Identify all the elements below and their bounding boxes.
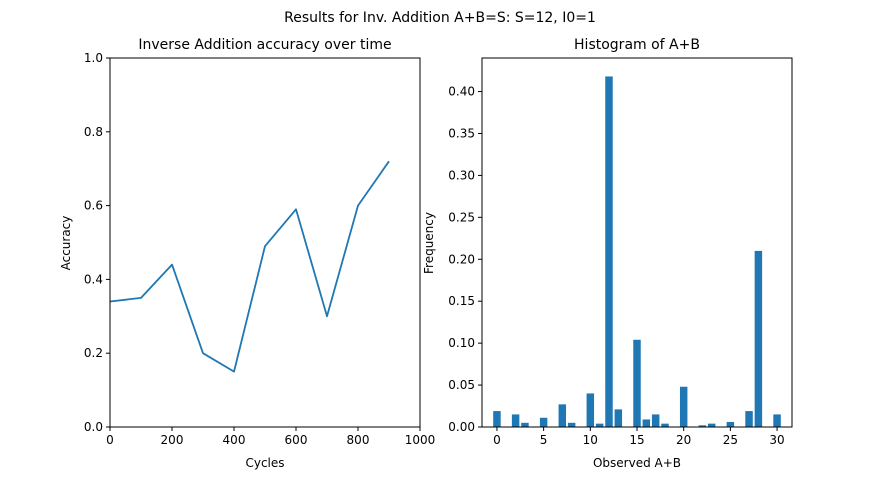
histogram-xtick-label: 5 [540, 433, 548, 447]
histogram-xtick-label: 30 [769, 433, 784, 447]
line-chart-xtick-label: 0 [106, 433, 114, 447]
histogram-xtick-label: 10 [583, 433, 598, 447]
histogram-bar [521, 422, 529, 427]
histogram-bar [726, 421, 735, 427]
line-chart-ylabel: Accuracy [59, 216, 73, 271]
histogram-ytick-label: 0.30 [448, 168, 475, 182]
line-chart-ytick-label: 0.2 [84, 346, 103, 360]
line-chart-axes-frame [109, 57, 421, 428]
line-chart-ytick-label: 0.4 [84, 272, 103, 286]
histogram-bar [633, 339, 641, 427]
histogram-ytick-label: 0.00 [448, 420, 475, 434]
histogram-ytick-label: 0.05 [448, 378, 475, 392]
histogram-bar [773, 414, 781, 427]
histogram-ytick-label: 0.15 [448, 294, 475, 308]
histogram-bar [586, 393, 595, 427]
histogram-axes-frame [481, 57, 793, 428]
histogram-bar [493, 411, 501, 427]
histogram-bar [698, 425, 707, 427]
line-chart-ytick-label: 1.0 [84, 51, 103, 65]
histogram-bar [754, 250, 763, 427]
histogram-ytick-label: 0.20 [448, 252, 475, 266]
histogram-ytick-label: 0.10 [448, 336, 475, 350]
histogram-xtick-label: 25 [723, 433, 738, 447]
line-chart-plot-area: 0 200 400 600 800 1000 0.0 0.2 0.4 0.6 0.8 1.0 [84, 51, 435, 447]
histogram-title: Histogram of A+B [574, 37, 700, 53]
histogram-bar-chart: Histogram of A+B 0 5 10 15 20 25 30 0.00 0.05 0.1… [422, 37, 793, 470]
histogram-ytick-label: 0.40 [448, 85, 475, 99]
histogram-xtick-label: 15 [629, 433, 644, 447]
histogram-bar [605, 76, 613, 427]
line-chart-ytick-label: 0.0 [84, 420, 103, 434]
histogram-bar [651, 414, 660, 427]
histogram-bar [511, 414, 520, 427]
histogram-ytick-label: 0.25 [448, 210, 475, 224]
line-chart-ytick-label: 0.8 [84, 125, 103, 139]
histogram-bar [558, 404, 567, 427]
histogram-bar [661, 423, 669, 427]
line-chart-xtick-label: 200 [161, 433, 184, 447]
line-chart-xtick-label: 400 [223, 433, 246, 447]
histogram-plot-area: 0 5 10 15 20 25 30 0.00 0.05 0.10 0.15 0.20 0.25 0.30… [448, 57, 793, 447]
histogram-bar [595, 423, 604, 427]
line-chart-xtick-label: 600 [285, 433, 308, 447]
histogram-xtick-label: 0 [493, 433, 501, 447]
line-chart-title: Inverse Addition accuracy over time [138, 37, 391, 53]
histogram-bar [642, 419, 651, 427]
histogram-bar [539, 417, 548, 427]
accuracy-line-chart: Inverse Addition accuracy over time 0 200… [59, 37, 435, 470]
figure-suptitle: Results for Inv. Addition A+B=S: S=12, I… [284, 10, 596, 26]
histogram-bar [745, 411, 753, 427]
histogram-ylabel: Frequency [422, 212, 436, 274]
accuracy-series-line [109, 160, 390, 373]
histogram-ytick-label: 0.35 [448, 126, 475, 140]
histogram-bar [679, 386, 688, 427]
line-chart-xtick-label: 800 [347, 433, 370, 447]
line-chart-xlabel: Cycles [245, 456, 284, 470]
line-chart-ytick-label: 0.6 [84, 199, 103, 213]
histogram-bar [614, 409, 623, 427]
histogram-xlabel: Observed A+B [593, 456, 681, 470]
line-chart-xtick-label: 1000 [405, 433, 436, 447]
histogram-bar [707, 423, 716, 427]
histogram-xtick-label: 20 [676, 433, 691, 447]
histogram-bar [567, 422, 576, 427]
